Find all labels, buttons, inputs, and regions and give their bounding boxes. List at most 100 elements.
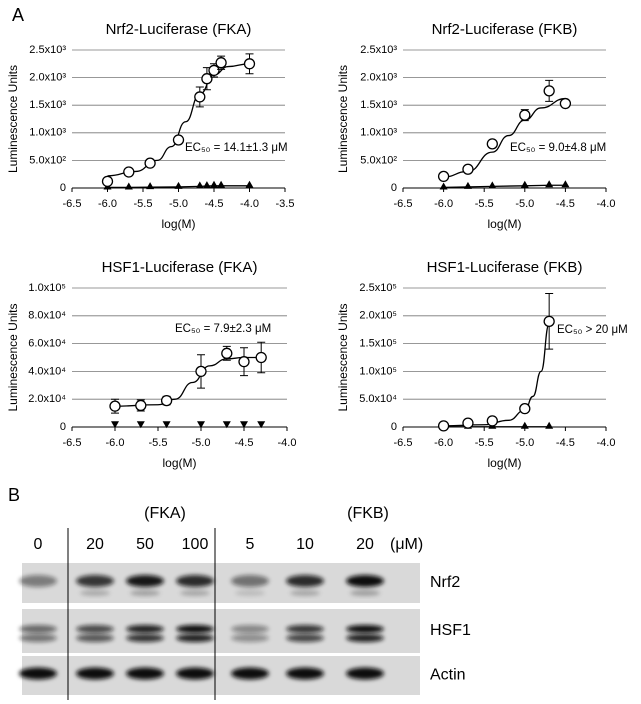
y-tick-label: 0 [391,182,397,194]
blot-row-label: Actin [430,667,466,684]
x-tick-label: -4.0 [240,198,259,210]
x-tick-label: -5.5 [134,198,153,210]
data-point [221,347,233,359]
y-axis-label: Luminescence Units [336,65,350,173]
blot-band [231,575,269,587]
fit-curve [443,97,566,178]
y-axis-label: Luminescence Units [336,303,350,411]
x-tick-label: -5.0 [515,437,534,449]
blot-dose: 5 [246,536,255,553]
blot-band [231,667,269,680]
data-point [519,109,531,121]
data-point [201,73,213,85]
data-point [240,421,248,429]
blot-band [346,575,384,587]
x-tick-label: -4.0 [278,437,297,449]
y-tick-label: 5.0x10² [360,154,397,166]
data-point [146,182,155,190]
x-tick-label: -3.5 [276,198,295,210]
blot-band [130,590,160,596]
data-point [543,315,555,328]
data-point [520,180,529,188]
blot-dose: 0 [34,536,43,553]
x-tick-label: -5.0 [192,437,211,449]
blot-band [19,575,57,587]
blot-band [350,590,380,596]
data-point [437,170,450,183]
x-axis-label: log(M) [487,456,521,470]
annotation: EC₅₀ > 20 μM [557,324,628,336]
blot-band [346,625,384,633]
x-tick-label: -6.5 [394,198,413,210]
data-point [144,157,156,169]
data-point [160,394,173,407]
data-point [545,421,554,429]
blot-band [126,625,164,633]
chart-title: Nrf2-Luciferase (FKA) [106,21,252,38]
data-point [195,181,204,189]
blot-band [231,625,269,633]
x-tick-label: -6.5 [63,198,82,210]
data-point [123,166,135,178]
data-point [243,58,256,70]
x-tick-label: -4.5 [556,198,575,210]
y-tick-label: 4.0x10⁴ [28,365,66,377]
data-point [162,421,171,429]
y-tick-label: 1.0x10³ [360,127,397,139]
data-point [437,420,450,432]
blot-dose: 20 [356,536,374,553]
blot-band [176,575,214,587]
blot-band [180,590,210,596]
blot-band [286,634,324,642]
y-tick-label: 2.5x10⁵ [359,282,397,294]
blot-band [76,625,114,633]
data-point [194,91,206,103]
blot-band [290,590,320,596]
data-point [111,421,119,429]
blot-band [76,575,114,587]
data-point [136,421,145,429]
chart-title: HSF1-Luciferase (FKB) [427,259,583,276]
blot-band [176,634,214,642]
blot-band [286,575,324,587]
y-tick-label: 1.0x10³ [29,127,66,139]
blot-band [176,625,214,633]
blot-dose: 50 [136,536,154,553]
y-tick-label: 8.0x10⁴ [28,310,66,322]
data-point [238,356,250,368]
blot-band [235,590,265,596]
data-point [439,182,448,190]
x-tick-label: -6.5 [63,437,82,449]
blot-group: (FKA) [144,505,186,522]
y-axis-label: Luminescence Units [6,303,20,411]
y-tick-label: 5.0x10² [29,154,66,166]
data-point [561,180,570,188]
y-tick-label: 1.5x10⁵ [359,338,397,350]
y-tick-label: 1.5x10³ [360,99,397,111]
data-point [543,85,555,97]
data-point [202,181,211,189]
x-tick-label: -6.0 [98,198,117,210]
annotation: EC₅₀ = 7.9±2.3 μM [175,323,271,335]
data-point [519,403,531,415]
blot-band [126,667,164,680]
x-tick-label: -5.5 [475,437,494,449]
annotation: EC₅₀ = 14.1±1.3 μM [185,142,288,154]
y-tick-label: 2.0x10⁵ [359,310,397,322]
blot-band [80,590,110,596]
blot-band [19,634,57,642]
data-point [109,400,121,412]
blot-band [126,575,164,587]
x-tick-label: -4.5 [235,437,254,449]
data-point [172,134,185,146]
x-tick-label: -4.5 [205,198,224,210]
data-point [486,138,498,150]
y-tick-label: 2.0x10³ [29,72,66,84]
data-point [210,180,218,188]
blot-band [286,667,324,680]
y-tick-label: 6.0x10⁴ [28,338,66,350]
x-tick-label: -5.0 [515,198,534,210]
x-axis-label: log(M) [162,456,196,470]
y-tick-label: 0 [60,182,66,194]
